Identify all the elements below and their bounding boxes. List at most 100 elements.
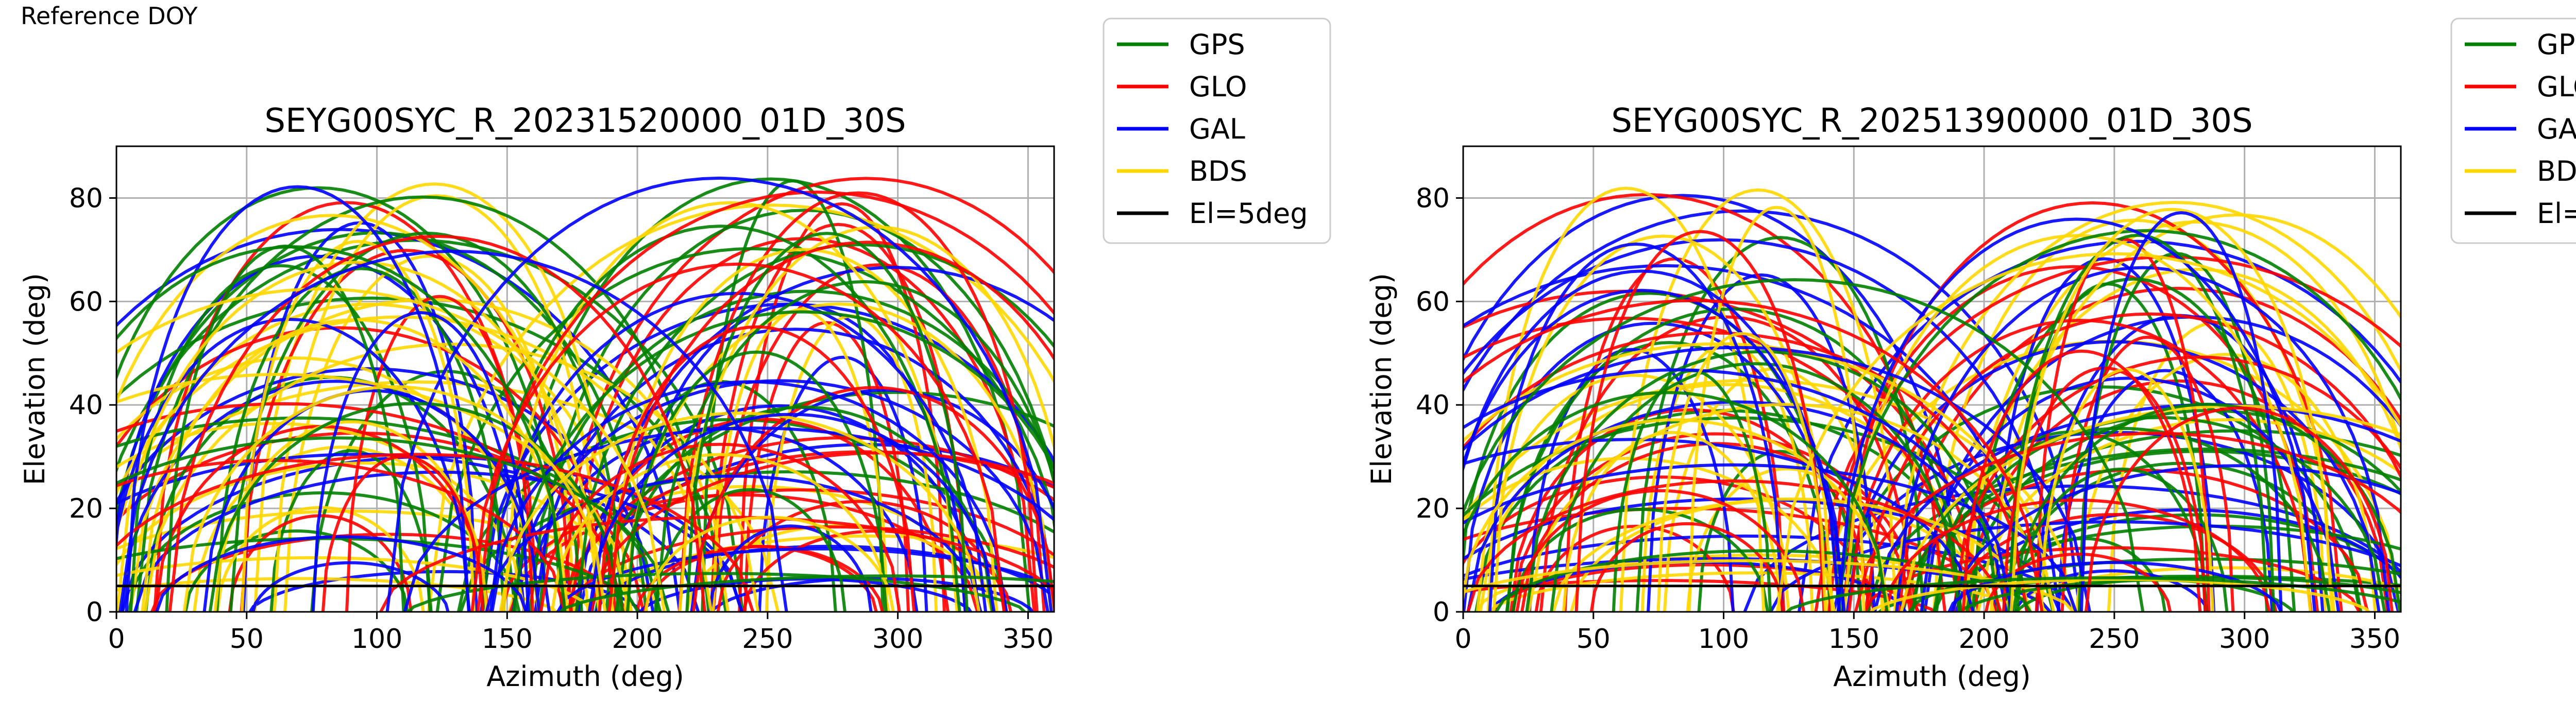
legend-label: GAL [2537, 113, 2576, 145]
track-glo [240, 249, 573, 612]
x-tick-label: 150 [482, 624, 533, 655]
track-bds [253, 182, 616, 612]
track-gal [534, 328, 1054, 612]
track-gps [459, 470, 1054, 612]
track-gps [1785, 576, 2401, 612]
track-bds [1842, 234, 2312, 612]
track-glo [539, 442, 901, 612]
x-tick-label: 300 [872, 624, 923, 655]
track-glo [1515, 489, 1806, 612]
plot-frame [115, 145, 1055, 613]
track-gps [1463, 391, 1889, 612]
track-gal [639, 577, 973, 612]
track-gps [1836, 229, 2401, 612]
track-gps [1463, 416, 2055, 612]
plot-frame [1462, 145, 2402, 613]
track-bds [550, 453, 890, 612]
track-gal [1463, 238, 2061, 612]
track-gps [1525, 350, 2001, 612]
track-bds [644, 516, 895, 612]
track-gps [215, 267, 506, 612]
track-glo [1952, 355, 2401, 612]
track-bds [2039, 368, 2215, 612]
track-gps [1505, 341, 1833, 612]
track-bds [116, 214, 590, 612]
x-tick-label: 0 [1454, 624, 1471, 655]
track-glo [711, 263, 1046, 612]
chart-panel-2: SEYG00SYC_R_20251390000_01D_30S 0 50 100 150… [1365, 18, 2576, 693]
satellite-tracks [1463, 186, 2401, 612]
x-tick-label: 350 [1003, 624, 1054, 655]
track-bds [1463, 559, 2075, 612]
track-glo [1466, 479, 2003, 612]
track-gal [2079, 211, 2283, 612]
track-gal [403, 426, 1054, 612]
legend-label: BDS [2537, 155, 2576, 187]
track-gal [1463, 368, 2014, 612]
track-glo [476, 190, 1054, 612]
legend-label: GLO [2537, 71, 2576, 103]
track-gal [1647, 273, 1876, 612]
track-gal [590, 266, 1054, 612]
legend: GPS GLO GAL BDS El=5deg [1103, 18, 1331, 244]
y-tick-label: 80 [69, 183, 103, 214]
track-bds [1463, 379, 2076, 612]
track-glo [1589, 522, 1785, 612]
legend-label: El=5deg [1189, 197, 1308, 230]
track-bds [1476, 373, 1790, 612]
track-bds [143, 342, 760, 612]
y-tick-label: 0 [1433, 597, 1450, 628]
track-gal [690, 388, 1054, 612]
track-glo [1574, 230, 1826, 612]
y-axis-label: Elevation (deg) [19, 273, 51, 485]
track-bds [1989, 213, 2401, 612]
track-gps [615, 405, 994, 612]
legend-label: GLO [1189, 71, 1247, 103]
track-gal [1463, 288, 1846, 612]
track-bds [1656, 332, 1827, 612]
track-bds [283, 254, 576, 612]
track-gps [208, 402, 621, 612]
track-gps [538, 209, 1054, 612]
track-gps [1463, 278, 2145, 612]
track-glo [2060, 335, 2235, 612]
y-tick-label: 60 [1416, 286, 1450, 317]
track-glo [379, 516, 1054, 612]
legend-label: GPS [1189, 28, 1245, 61]
track-glo [2002, 366, 2207, 612]
x-tick-label: 0 [108, 624, 125, 655]
x-tick-label: 50 [1577, 624, 1611, 655]
track-gps [558, 574, 1054, 612]
track-bds [2009, 208, 2334, 612]
track-gal [490, 380, 1008, 612]
track-gal [1463, 346, 2092, 612]
legend-label: El=5deg [2537, 197, 2576, 230]
track-gal [202, 389, 541, 612]
track-gal [485, 474, 982, 612]
track-gps [129, 264, 432, 612]
track-bds [1463, 418, 1891, 612]
track-bds [182, 385, 607, 612]
track-gps [685, 232, 969, 612]
track-gps [116, 245, 567, 612]
track-gal [1951, 464, 2401, 612]
track-bds [427, 203, 1054, 612]
track-gal [1895, 266, 2391, 612]
track-gps [1907, 557, 2401, 612]
track-gps [435, 247, 1054, 612]
satellite-tracks [116, 176, 1054, 612]
y-tick-label: 40 [1416, 390, 1450, 421]
legend: GPS GLO GAL BDS El=5deg [2450, 18, 2576, 244]
track-gal [1798, 239, 2401, 612]
track-glo [607, 241, 1054, 612]
track-glo [168, 234, 707, 612]
x-tick-label: 250 [2089, 624, 2140, 655]
y-tick-label: 20 [69, 493, 103, 524]
x-axis-label: Azimuth (deg) [1833, 660, 2031, 693]
track-gps [2012, 402, 2401, 612]
legend-label: GAL [1189, 113, 1245, 145]
track-glo [1463, 507, 1999, 612]
legend-box [2450, 18, 2576, 244]
chart-title: SEYG00SYC_R_20251390000_01D_30S [1611, 102, 2252, 140]
